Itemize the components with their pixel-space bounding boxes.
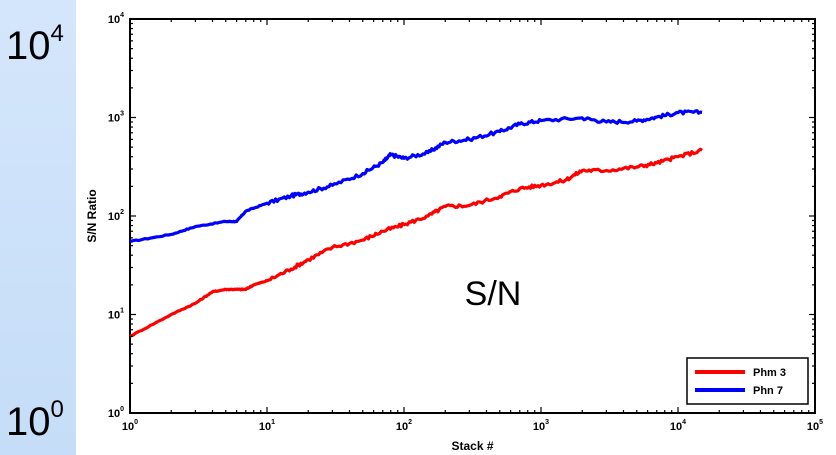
series-line-phn-7: [129, 109, 703, 244]
legend-box: [686, 357, 809, 405]
x-axis-label: Stack #: [451, 439, 493, 453]
y-axis-label: S/N Ratio: [85, 189, 99, 242]
slide-bottom-label: 100: [6, 396, 64, 444]
legend: Phm 3 Phn 7: [686, 357, 809, 405]
sn-annotation: S/N: [465, 275, 522, 313]
x-tick-labels: 100 101 102 103 104 105: [122, 419, 823, 433]
plot-frame: [129, 18, 816, 414]
tick-layer: [129, 19, 815, 414]
x-tick-label: 103: [533, 419, 549, 433]
x-tick-label: 100: [122, 419, 138, 433]
x-tick-label: 102: [396, 419, 412, 433]
y-tick-labels: 100 101 102 103 104: [108, 12, 124, 420]
slide-side-panel: [0, 0, 76, 455]
y-tick-label: 101: [108, 308, 124, 322]
y-tick-label: 104: [108, 12, 124, 26]
x-tick-label: 105: [807, 419, 823, 433]
x-tick-label: 104: [670, 419, 686, 433]
legend-label-phn-7: Phn 7: [753, 385, 783, 397]
y-tick-label: 103: [108, 111, 124, 125]
series-line-phm-3: [129, 147, 703, 338]
y-tick-label: 102: [108, 209, 124, 223]
slide-top-label: 104: [6, 20, 64, 68]
legend-label-phm-3: Phm 3: [753, 367, 786, 379]
x-tick-label: 101: [259, 419, 275, 433]
series-layer: [129, 109, 703, 338]
y-tick-label: 100: [108, 406, 124, 420]
